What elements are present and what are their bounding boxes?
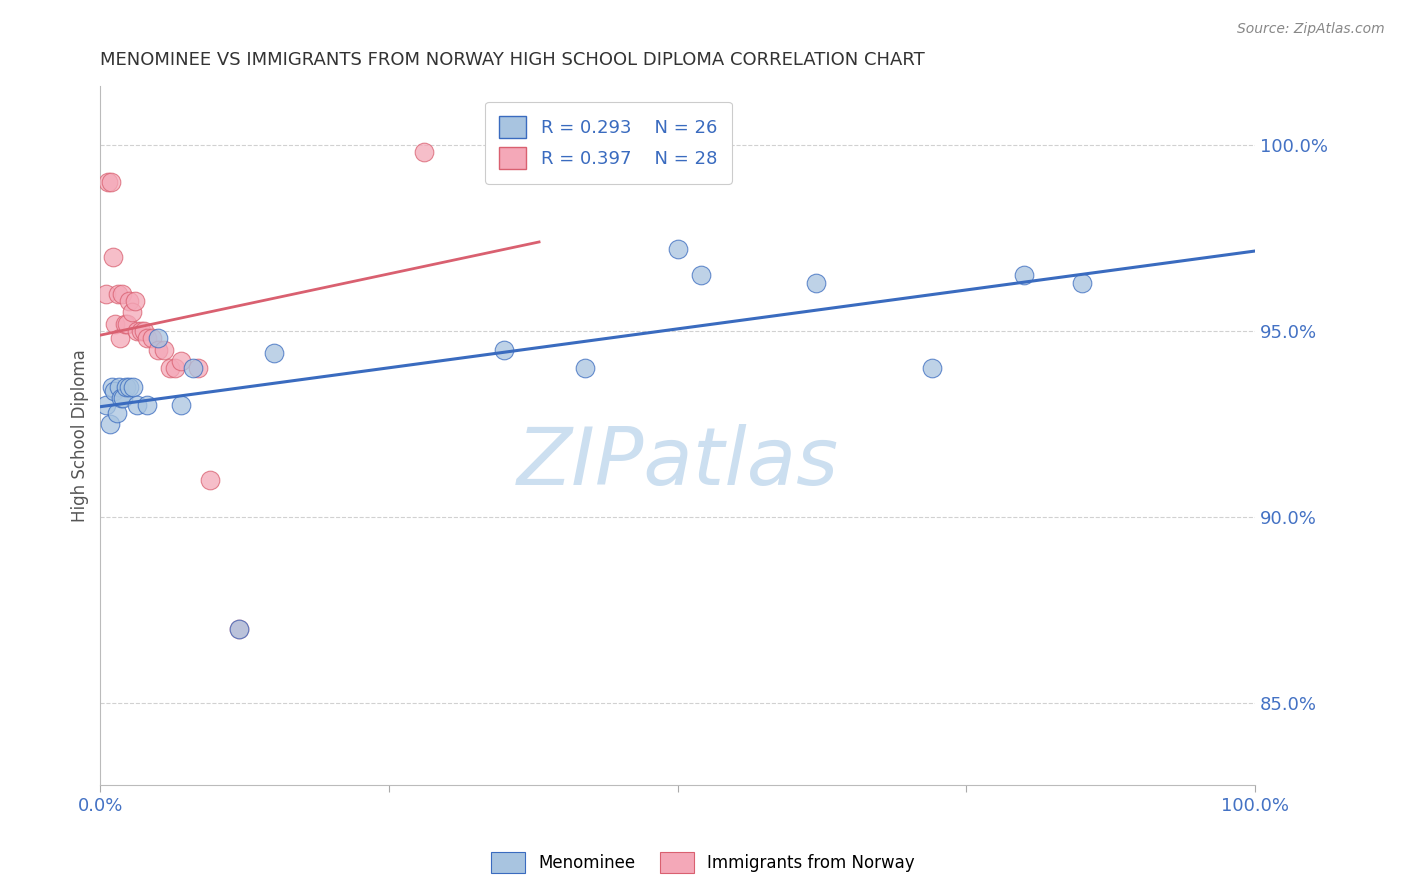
Point [114, 317, 136, 331]
Legend: Menominee, Immigrants from Norway: Menominee, Immigrants from Norway [485, 846, 921, 880]
Point [198, 473, 221, 487]
Point [111, 286, 134, 301]
Point [129, 324, 152, 338]
Point [187, 361, 209, 376]
Point [107, 286, 129, 301]
Text: ZIPatlas: ZIPatlas [516, 424, 838, 502]
Point [100, 175, 122, 189]
Point [153, 343, 176, 357]
Point [146, 343, 169, 357]
Point [110, 391, 132, 405]
Point [170, 398, 193, 412]
Point [118, 380, 141, 394]
Point [165, 361, 187, 376]
Point [666, 242, 689, 256]
Point [104, 317, 127, 331]
Point [103, 384, 125, 398]
Point [115, 317, 138, 331]
Point [159, 361, 181, 376]
Point [121, 380, 143, 394]
Point [101, 380, 124, 394]
Point [127, 324, 149, 338]
Point [527, 145, 550, 160]
Point [1070, 276, 1092, 290]
Legend: R = 0.293    N = 26, R = 0.397    N = 28: R = 0.293 N = 26, R = 0.397 N = 28 [485, 102, 731, 184]
Point [108, 331, 131, 345]
Point [121, 305, 143, 319]
Point [135, 398, 157, 412]
Y-axis label: High School Diploma: High School Diploma [72, 349, 89, 522]
Point [118, 294, 141, 309]
Point [124, 294, 146, 309]
Point [108, 380, 131, 394]
Point [228, 622, 250, 636]
Point [98, 417, 121, 431]
Point [101, 250, 124, 264]
Point [921, 361, 943, 376]
Point [105, 406, 128, 420]
Point [94, 398, 117, 412]
Point [181, 361, 204, 376]
Point [263, 346, 285, 360]
Point [97, 175, 120, 189]
Text: Source: ZipAtlas.com: Source: ZipAtlas.com [1237, 22, 1385, 37]
Point [94, 286, 117, 301]
Point [689, 268, 711, 283]
Point [135, 331, 157, 345]
Point [412, 145, 434, 160]
Point [114, 380, 136, 394]
Point [1012, 268, 1035, 283]
Point [127, 398, 149, 412]
Point [134, 324, 156, 338]
Text: MENOMINEE VS IMMIGRANTS FROM NORWAY HIGH SCHOOL DIPLOMA CORRELATION CHART: MENOMINEE VS IMMIGRANTS FROM NORWAY HIGH… [100, 51, 925, 69]
Point [228, 622, 250, 636]
Point [494, 343, 516, 357]
Point [141, 331, 163, 345]
Point [574, 361, 596, 376]
Point [146, 331, 169, 345]
Point [112, 391, 135, 405]
Point [170, 353, 193, 368]
Point [804, 276, 827, 290]
